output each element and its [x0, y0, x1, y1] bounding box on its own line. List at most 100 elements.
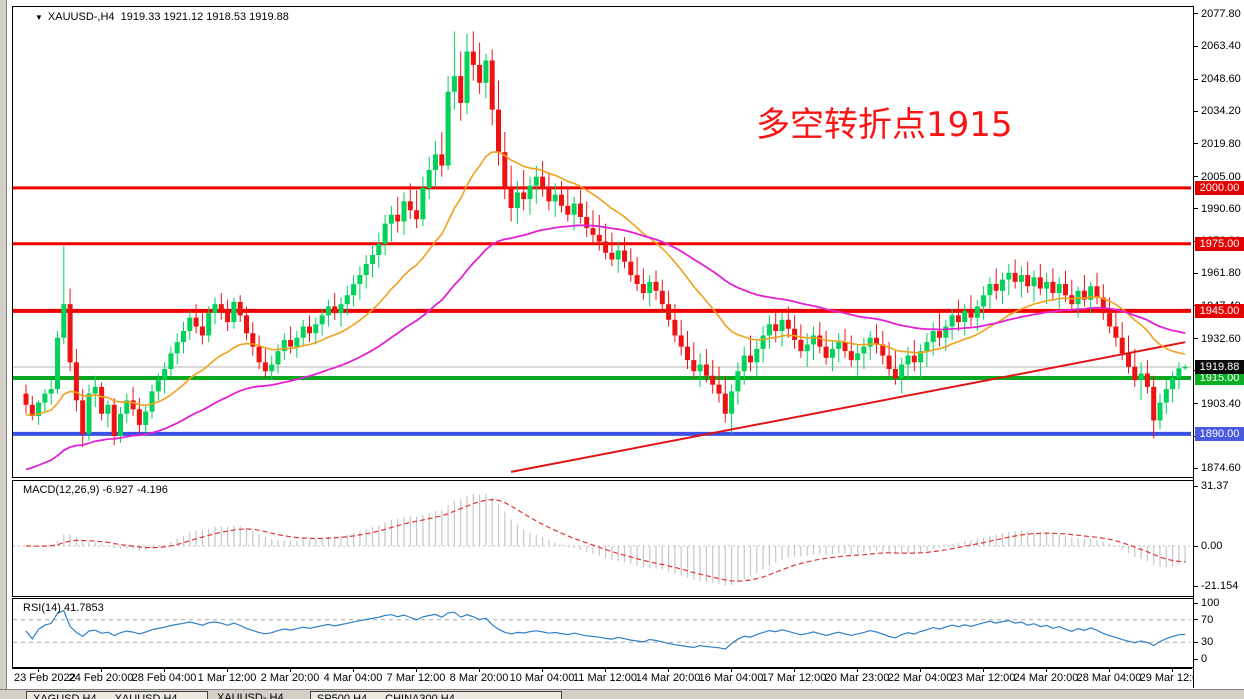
- candle-body: [805, 344, 810, 351]
- current-price-badge: 1919.88: [1195, 360, 1244, 374]
- candle-body: [187, 318, 192, 331]
- candle-body: [616, 251, 621, 260]
- candle-body: [24, 394, 29, 405]
- candle-body: [994, 284, 999, 291]
- candle-body: [729, 391, 734, 413]
- candle-body: [717, 385, 722, 394]
- price-chart-canvas[interactable]: [13, 7, 1191, 475]
- time-axis-label: 11 Mar 12:00: [573, 672, 637, 684]
- candle-body: [414, 210, 419, 219]
- candle-body: [200, 327, 205, 336]
- candle-body: [1120, 338, 1125, 354]
- price-tick-label: 1903.40: [1201, 398, 1241, 410]
- candle-body: [572, 204, 577, 215]
- candle-body: [420, 188, 425, 219]
- candle-body: [1000, 280, 1005, 291]
- time-axis-label: 4 Mar 04:00: [324, 672, 383, 684]
- chart-tab[interactable]: XAUUSD,H4: [115, 693, 178, 699]
- candle-body: [263, 362, 268, 371]
- candle-body: [742, 356, 747, 372]
- candle-body: [685, 347, 690, 360]
- candle-body: [477, 65, 482, 83]
- rsi-tick: [1194, 619, 1198, 620]
- candle-body: [206, 313, 211, 335]
- candle-body: [238, 302, 243, 315]
- price-tick: [1194, 176, 1198, 177]
- price-tick-label: 1874.60: [1201, 462, 1241, 474]
- chart-tab[interactable]: XAGUSD,H4: [33, 693, 97, 699]
- rsi-canvas[interactable]: [13, 599, 1191, 665]
- candle-body: [225, 311, 230, 322]
- candle-body: [660, 291, 665, 304]
- candle-body: [93, 387, 98, 394]
- time-axis-label: 23 Mar 12:00: [951, 672, 1016, 684]
- candle-body: [1057, 284, 1062, 293]
- candle-body: [137, 409, 142, 425]
- price-tick-label: 1932.60: [1201, 333, 1241, 345]
- candle-body: [1006, 273, 1011, 280]
- candle-body: [490, 60, 495, 109]
- macd-label: MACD(12,26,9) -6.927 -4.196: [23, 484, 168, 496]
- candle-body: [194, 318, 199, 327]
- candle-body: [471, 51, 476, 64]
- price-tick-label: 2077.80: [1201, 8, 1241, 20]
- price-tick: [1194, 403, 1198, 404]
- candle-body: [1032, 277, 1037, 286]
- rsi-line: [26, 611, 1185, 650]
- candle-body: [231, 302, 236, 322]
- price-tick-label: 2048.60: [1201, 73, 1241, 85]
- candle-body: [181, 331, 186, 342]
- candle-body: [427, 170, 432, 188]
- candle-body: [830, 349, 835, 358]
- candle-body: [899, 365, 904, 378]
- candle-body: [509, 188, 514, 208]
- price-level-badge-1945.00: 1945.00: [1195, 304, 1244, 318]
- candle-body: [1170, 378, 1175, 389]
- candle-body: [591, 228, 596, 235]
- time-axis-label: 7 Mar 12:00: [387, 672, 446, 684]
- candle-body: [439, 154, 444, 165]
- time-axis-label: 24 Feb 20:00: [69, 672, 134, 684]
- chart-tab[interactable]: SP500,H4: [317, 693, 367, 699]
- macd-indicator-panel[interactable]: MACD(12,26,9) -6.927 -4.196: [12, 480, 1194, 597]
- price-tick: [1194, 79, 1198, 80]
- time-axis-label: 16 Mar 04:00: [699, 672, 764, 684]
- candle-body: [691, 360, 696, 371]
- trendline[interactable]: [511, 342, 1185, 472]
- candle-body: [528, 186, 533, 199]
- candle-body: [868, 338, 873, 347]
- candle-body: [244, 315, 249, 333]
- candle-body: [534, 177, 539, 186]
- candle-body: [1025, 275, 1030, 286]
- candle-body: [710, 376, 715, 385]
- rsi-tick-label: 100: [1201, 597, 1219, 609]
- price-tick-label: 2034.20: [1201, 105, 1241, 117]
- candle-body: [540, 177, 545, 188]
- candle-body: [301, 327, 306, 338]
- candle-body: [836, 342, 841, 349]
- candle-body: [1063, 284, 1068, 295]
- price-tick-label: 1961.80: [1201, 267, 1241, 279]
- time-axis-label: 28 Feb 04:00: [132, 672, 197, 684]
- price-tick-label: 2019.80: [1201, 138, 1241, 150]
- candle-body: [288, 340, 293, 347]
- candle-body: [849, 351, 854, 360]
- candle-body: [1139, 373, 1144, 380]
- candle-body: [1183, 367, 1188, 368]
- macd-canvas[interactable]: [13, 481, 1191, 594]
- triangle-down-icon[interactable]: ▼: [35, 13, 43, 22]
- price-tick: [1194, 143, 1198, 144]
- chart-tab[interactable]: CHINA300,H4: [385, 693, 455, 699]
- candle-body: [307, 327, 312, 334]
- candle-body: [666, 304, 671, 320]
- candle-body: [118, 414, 123, 436]
- candle-body: [1176, 368, 1181, 378]
- candle-body: [112, 405, 117, 436]
- price-chart-panel[interactable]: ▼XAUUSD-,H4 1919.33 1921.12 1918.53 1919…: [12, 6, 1194, 478]
- candle-body: [704, 365, 709, 376]
- rsi-indicator-panel[interactable]: RSI(14) 41.7853: [12, 598, 1194, 668]
- candle-body: [931, 331, 936, 342]
- time-axis-label: 10 Mar 04:00: [510, 672, 575, 684]
- candle-body: [773, 324, 778, 331]
